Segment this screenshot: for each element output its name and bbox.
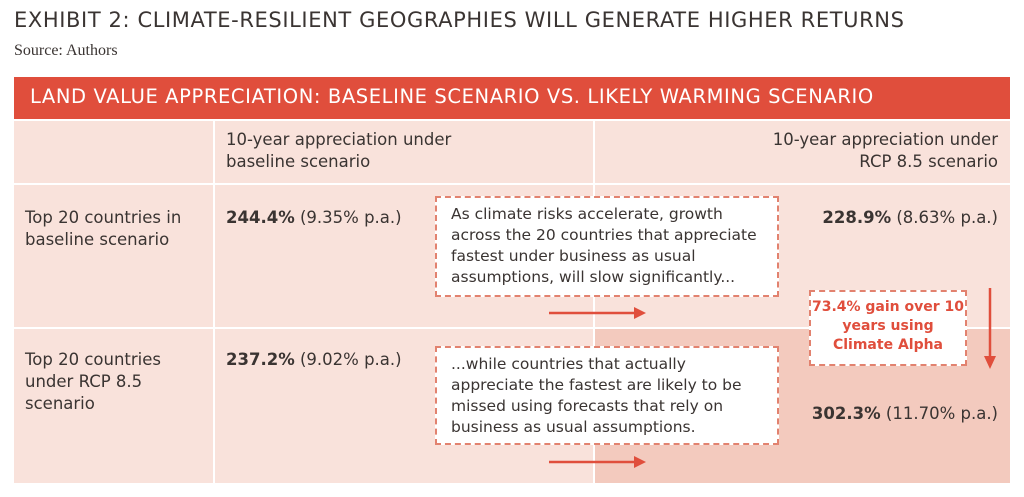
column-header-baseline: 10-year appreciation under baseline scen… — [226, 130, 452, 171]
arrow-down — [984, 288, 996, 369]
row-2-baseline-value: 237.2% (9.02% p.a.) — [226, 349, 402, 371]
callout-slowdown: As climate risks accelerate, growth acro… — [435, 196, 779, 297]
exhibit-title: EXHIBIT 2: CLIMATE-RESILIENT GEOGRAPHIES… — [14, 8, 905, 32]
row-1-label: Top 20 countries in baseline scenario — [25, 208, 182, 249]
row-2-rcp-value: 302.3% (11.70% p.a.) — [812, 403, 998, 425]
table-header-banner: LAND VALUE APPRECIATION: BASELINE SCENAR… — [14, 77, 1010, 119]
header-corner-cell — [14, 121, 213, 183]
row-1-label-cell: Top 20 countries in baseline scenario — [14, 185, 213, 327]
row-1-baseline-annual: (9.35% p.a.) — [299, 208, 402, 227]
header-rcp-cell: 10-year appreciation under RCP 8.5 scena… — [595, 121, 1010, 183]
row-2-baseline-annual: (9.02% p.a.) — [299, 350, 402, 369]
row-2-label: Top 20 countries under RCP 8.5 scenario — [25, 350, 161, 413]
row-1-baseline-total: 244.4% — [226, 208, 295, 227]
row-1-rcp-annual: (8.63% p.a.) — [896, 208, 998, 227]
row-2-baseline-total: 237.2% — [226, 350, 295, 369]
table-title: LAND VALUE APPRECIATION: BASELINE SCENAR… — [30, 85, 874, 108]
row-2-label-cell: Top 20 countries under RCP 8.5 scenario — [14, 329, 213, 483]
arrow-right-1 — [549, 307, 646, 319]
header-baseline-cell: 10-year appreciation under baseline scen… — [215, 121, 593, 183]
row-2-rcp-total: 302.3% — [811, 404, 881, 423]
arrow-right-2 — [549, 456, 646, 468]
column-header-rcp85: 10-year appreciation under RCP 8.5 scena… — [772, 130, 998, 171]
row-2-rcp-annual: (11.70% p.a.) — [885, 404, 998, 423]
source-note: Source: Authors — [14, 42, 118, 59]
row-1-baseline-value: 244.4% (9.35% p.a.) — [226, 207, 402, 229]
row-1-rcp-total: 228.9% — [822, 208, 892, 227]
row-1-rcp-value: 228.9% (8.63% p.a.) — [822, 207, 998, 229]
gain-badge: 73.4% gain over 10 years using Climate A… — [809, 290, 967, 366]
callout-missed-growth: ...while countries that actually appreci… — [435, 346, 779, 445]
